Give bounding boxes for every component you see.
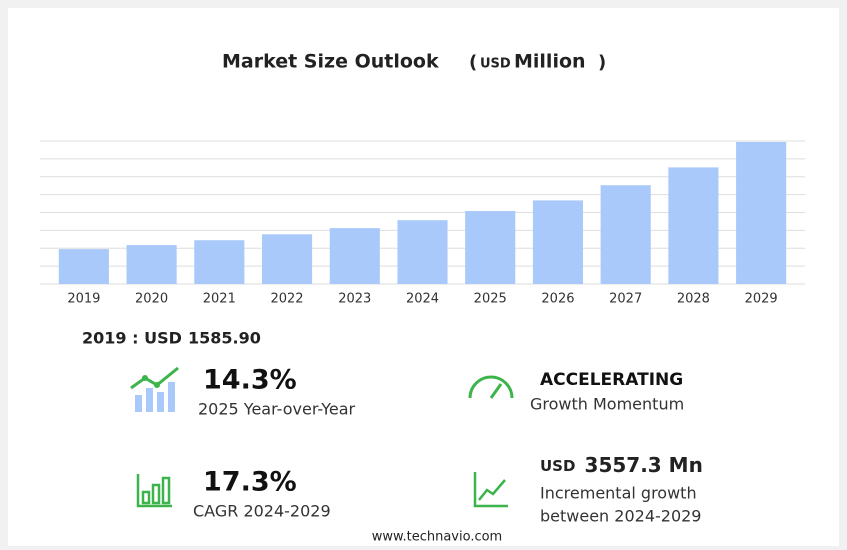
stat-label: 2025 Year-over-Year (198, 400, 356, 419)
stat-amount: 3557.3 Mn (585, 453, 703, 477)
x-tick-label: 2028 (677, 292, 710, 307)
bar (397, 220, 448, 284)
unit-close: ) (598, 52, 606, 73)
stat-value: ACCELERATING (540, 370, 683, 390)
bar (194, 240, 245, 284)
stat-label: between 2024-2029 (540, 507, 701, 526)
x-tick-label: 2023 (338, 292, 371, 307)
x-tick-label: 2019 (67, 292, 100, 307)
increment-icon (473, 472, 508, 508)
yoy-icon (130, 366, 179, 412)
bar (261, 234, 313, 284)
stat-label: Growth Momentum (530, 395, 684, 414)
footer: www.technavio.com (372, 530, 502, 545)
stat-value: 14.3% (203, 365, 297, 396)
bar (329, 228, 380, 284)
unit-currency: USD (480, 57, 511, 72)
x-tick-label: 2029 (745, 292, 778, 307)
stat-value: USD 3557.3 Mn (540, 453, 703, 477)
bar (600, 185, 651, 284)
cagr-icon (136, 474, 172, 508)
x-tick-label: 2027 (609, 292, 642, 307)
bar (668, 167, 719, 284)
x-tick-label: 2025 (474, 292, 507, 307)
bar (532, 200, 584, 284)
bar (126, 245, 177, 284)
base-value: 1585.90 (188, 329, 261, 348)
x-tick-label: 2020 (135, 292, 168, 307)
bar (736, 141, 787, 284)
stat-label: Incremental growth (540, 484, 697, 503)
stat-value: 17.3% (203, 467, 297, 498)
chart-title: Market Size Outlook (222, 51, 439, 73)
momentum-icon (468, 375, 514, 399)
unit-open: ( (469, 52, 477, 73)
bar (465, 211, 516, 284)
x-tick-label: 2021 (203, 292, 236, 307)
x-tick-label: 2024 (406, 292, 439, 307)
stat-label: CAGR 2024-2029 (193, 502, 331, 521)
unit-name: Million (514, 51, 586, 73)
stat-currency: USD (540, 457, 575, 475)
x-tick-label: 2026 (541, 292, 574, 307)
x-tick-label: 2022 (270, 292, 303, 307)
bar (58, 249, 109, 284)
base-label: 2019 : USD (82, 329, 182, 348)
